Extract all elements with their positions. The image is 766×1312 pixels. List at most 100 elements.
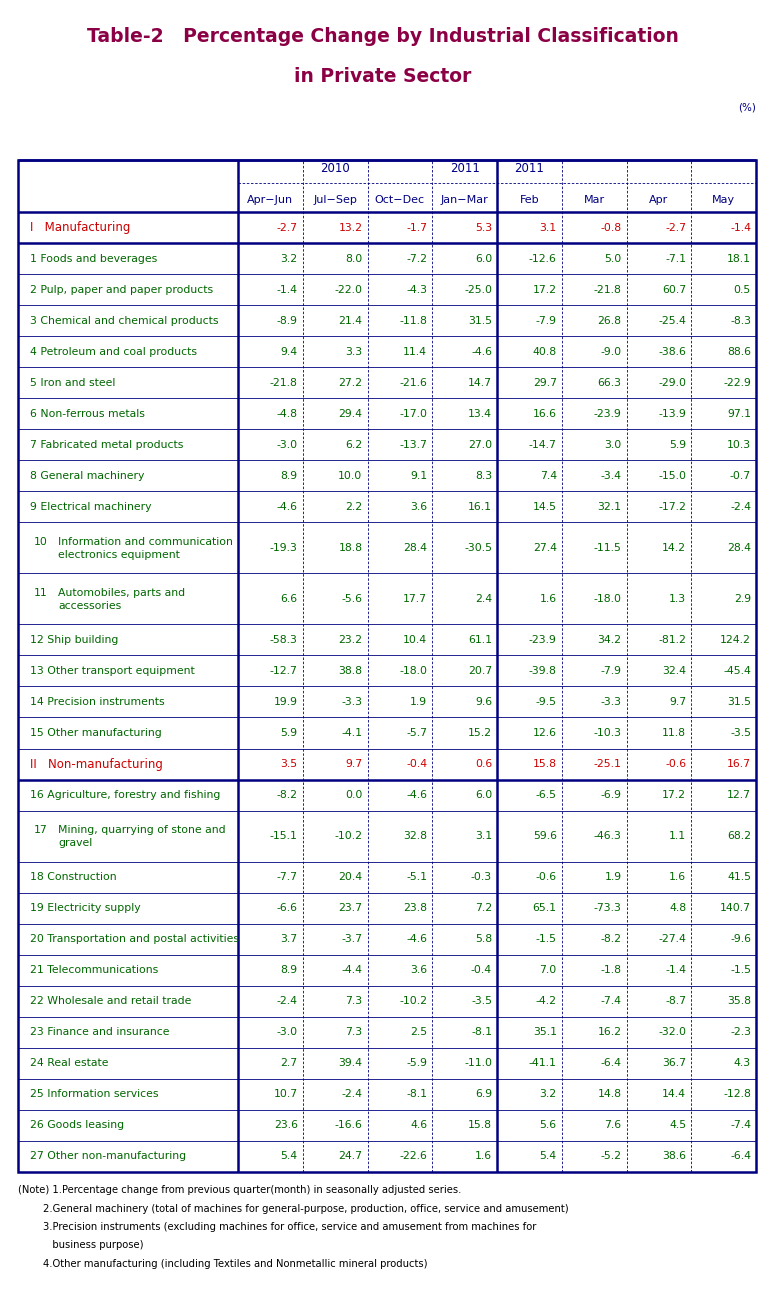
- Text: Jan−Mar: Jan−Mar: [440, 195, 489, 205]
- Text: 9.4: 9.4: [280, 346, 298, 357]
- Text: -45.4: -45.4: [723, 666, 751, 676]
- Text: -32.0: -32.0: [658, 1027, 686, 1038]
- Text: 0.6: 0.6: [475, 760, 492, 769]
- Text: 26.8: 26.8: [597, 316, 621, 325]
- Text: 4.8: 4.8: [669, 903, 686, 913]
- Text: 31.5: 31.5: [727, 697, 751, 707]
- Text: -7.2: -7.2: [406, 253, 427, 264]
- Text: 15.8: 15.8: [468, 1120, 492, 1131]
- Text: 9.1: 9.1: [410, 471, 427, 482]
- Text: -7.9: -7.9: [535, 316, 557, 325]
- Text: -5.1: -5.1: [406, 872, 427, 882]
- Text: -4.6: -4.6: [471, 346, 492, 357]
- Text: 10: 10: [34, 537, 47, 547]
- Text: -11.8: -11.8: [399, 316, 427, 325]
- Text: -5.6: -5.6: [342, 594, 362, 604]
- Text: -46.3: -46.3: [594, 830, 621, 841]
- Text: 3.3: 3.3: [345, 346, 362, 357]
- Text: 29.7: 29.7: [532, 378, 557, 388]
- Text: 88.6: 88.6: [727, 346, 751, 357]
- Text: 1.1: 1.1: [669, 830, 686, 841]
- Text: 2.5: 2.5: [410, 1027, 427, 1038]
- Text: 11.4: 11.4: [403, 346, 427, 357]
- Text: Feb: Feb: [519, 195, 539, 205]
- Text: 5.9: 5.9: [669, 440, 686, 450]
- Text: 14.7: 14.7: [468, 378, 492, 388]
- Text: 1.6: 1.6: [475, 1152, 492, 1161]
- Text: -39.8: -39.8: [529, 666, 557, 676]
- Text: -11.5: -11.5: [594, 543, 621, 552]
- Text: 19.9: 19.9: [273, 697, 298, 707]
- Text: -11.0: -11.0: [464, 1059, 492, 1068]
- Bar: [18, 160, 756, 1172]
- Text: 60.7: 60.7: [662, 285, 686, 295]
- Text: -23.9: -23.9: [529, 635, 557, 644]
- Text: 14.5: 14.5: [532, 502, 557, 512]
- Text: -25.1: -25.1: [594, 760, 621, 769]
- Text: -2.3: -2.3: [730, 1027, 751, 1038]
- Text: 4.Other manufacturing (including Textiles and Nonmetallic mineral products): 4.Other manufacturing (including Textile…: [18, 1260, 427, 1269]
- Text: 7.4: 7.4: [539, 471, 557, 482]
- Text: Apr−Jun: Apr−Jun: [247, 195, 293, 205]
- Text: 1.9: 1.9: [604, 872, 621, 882]
- Text: 8.9: 8.9: [280, 966, 298, 975]
- Text: 15 Other manufacturing: 15 Other manufacturing: [30, 728, 162, 737]
- Text: -3.3: -3.3: [342, 697, 362, 707]
- Text: -7.4: -7.4: [601, 996, 621, 1006]
- Text: 16.1: 16.1: [468, 502, 492, 512]
- Text: 5.3: 5.3: [475, 223, 492, 232]
- Text: accessories: accessories: [58, 601, 121, 611]
- Text: -3.0: -3.0: [277, 440, 298, 450]
- Text: 13.4: 13.4: [468, 409, 492, 419]
- Text: 8 General machinery: 8 General machinery: [30, 471, 144, 482]
- Text: -6.4: -6.4: [601, 1059, 621, 1068]
- Text: 3.2: 3.2: [539, 1089, 557, 1099]
- Text: -0.6: -0.6: [665, 760, 686, 769]
- Text: 7 Fabricated metal products: 7 Fabricated metal products: [30, 440, 183, 450]
- Text: 36.7: 36.7: [663, 1059, 686, 1068]
- Text: 12.7: 12.7: [727, 790, 751, 800]
- Text: 7.3: 7.3: [345, 1027, 362, 1038]
- Text: 14.4: 14.4: [663, 1089, 686, 1099]
- Text: 5.6: 5.6: [539, 1120, 557, 1131]
- Text: 6.9: 6.9: [475, 1089, 492, 1099]
- Text: 2.4: 2.4: [475, 594, 492, 604]
- Text: -2.4: -2.4: [342, 1089, 362, 1099]
- Text: 19 Electricity supply: 19 Electricity supply: [30, 903, 141, 913]
- Text: -3.4: -3.4: [601, 471, 621, 482]
- Text: 16 Agriculture, forestry and fishing: 16 Agriculture, forestry and fishing: [30, 790, 221, 800]
- Text: -5.2: -5.2: [601, 1152, 621, 1161]
- Text: -1.4: -1.4: [665, 966, 686, 975]
- Text: -2.7: -2.7: [665, 223, 686, 232]
- Text: 2011: 2011: [515, 163, 545, 176]
- Text: 20 Transportation and postal activities: 20 Transportation and postal activities: [30, 934, 239, 945]
- Text: 10.4: 10.4: [403, 635, 427, 644]
- Text: -6.6: -6.6: [277, 903, 298, 913]
- Text: -1.8: -1.8: [601, 966, 621, 975]
- Text: -7.1: -7.1: [665, 253, 686, 264]
- Text: 68.2: 68.2: [727, 830, 751, 841]
- Text: 31.5: 31.5: [468, 316, 492, 325]
- Text: 18 Construction: 18 Construction: [30, 872, 116, 882]
- Text: -7.4: -7.4: [730, 1120, 751, 1131]
- Text: -2.4: -2.4: [730, 502, 751, 512]
- Text: 3 Chemical and chemical products: 3 Chemical and chemical products: [30, 316, 218, 325]
- Text: -19.3: -19.3: [270, 543, 298, 552]
- Text: -0.4: -0.4: [471, 966, 492, 975]
- Text: 6.0: 6.0: [475, 790, 492, 800]
- Text: -8.2: -8.2: [601, 934, 621, 945]
- Text: -9.5: -9.5: [535, 697, 557, 707]
- Text: -8.9: -8.9: [277, 316, 298, 325]
- Text: 3.1: 3.1: [539, 223, 557, 232]
- Text: 35.8: 35.8: [727, 996, 751, 1006]
- Text: Table-2   Percentage Change by Industrial Classification: Table-2 Percentage Change by Industrial …: [87, 28, 679, 46]
- Text: Information and communication: Information and communication: [58, 537, 233, 547]
- Text: 6.0: 6.0: [475, 253, 492, 264]
- Text: 3.1: 3.1: [475, 830, 492, 841]
- Text: -4.1: -4.1: [342, 728, 362, 737]
- Text: -4.4: -4.4: [342, 966, 362, 975]
- Text: -22.6: -22.6: [399, 1152, 427, 1161]
- Text: 21.4: 21.4: [339, 316, 362, 325]
- Text: -29.0: -29.0: [658, 378, 686, 388]
- Text: 27 Other non-manufacturing: 27 Other non-manufacturing: [30, 1152, 186, 1161]
